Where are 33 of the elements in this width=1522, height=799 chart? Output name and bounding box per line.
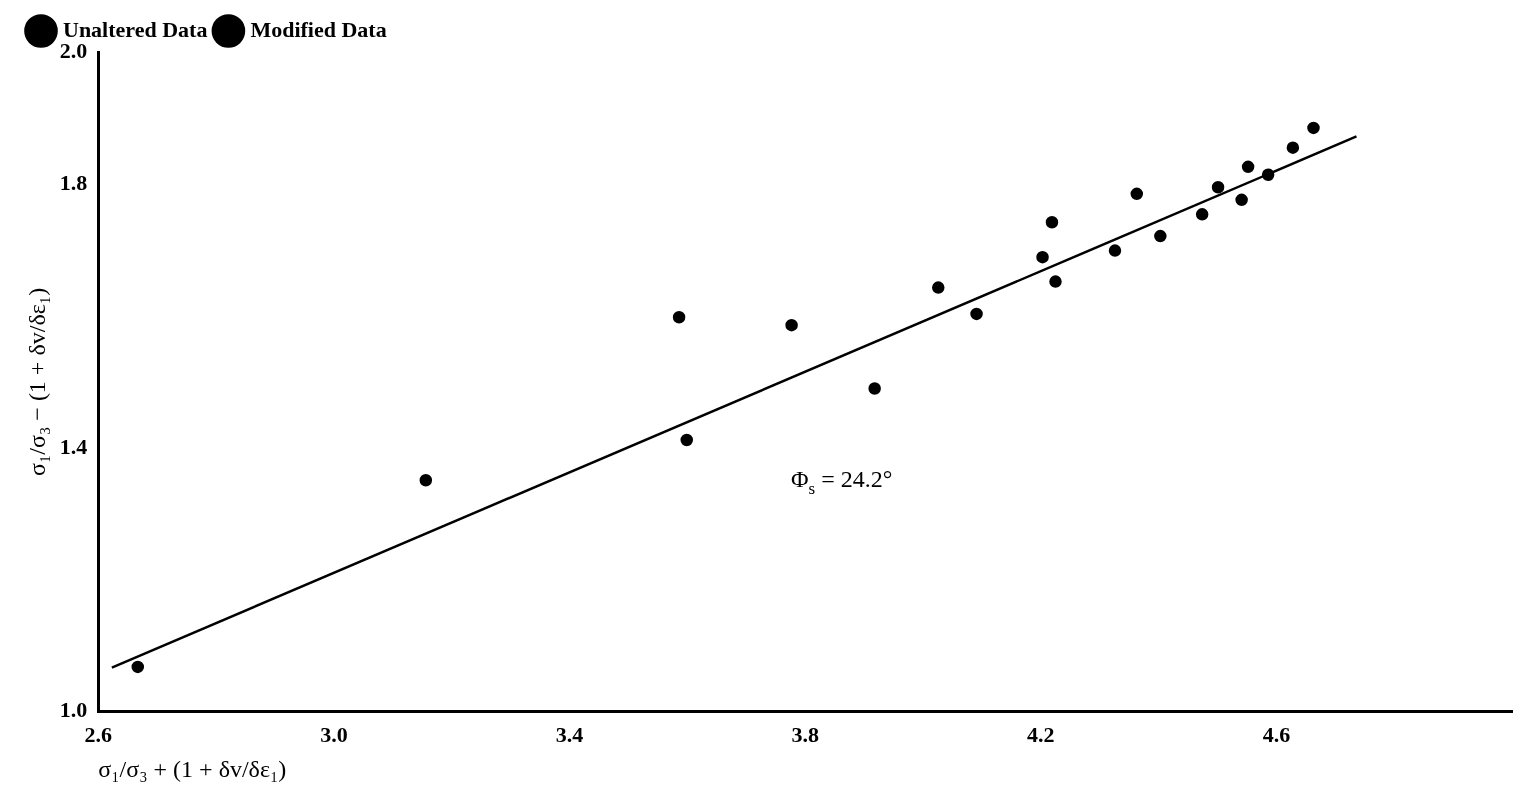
- x-tick-label: 3.0: [320, 721, 348, 747]
- x-tick-label: 3.8: [791, 721, 819, 747]
- point: [1286, 141, 1300, 154]
- x-tick-label: 3.4: [555, 721, 584, 747]
- point: [1261, 168, 1275, 181]
- point: [680, 433, 693, 447]
- point: [932, 281, 945, 294]
- y-tick-label: 1.0: [59, 697, 88, 723]
- legend-label: Modified Data: [250, 16, 387, 42]
- point: [1307, 121, 1320, 135]
- point: [131, 660, 145, 674]
- y-tick-label: 1.8: [59, 169, 88, 195]
- point: [1108, 244, 1122, 257]
- point: [1045, 215, 1059, 229]
- point: [868, 382, 881, 395]
- point: [1130, 187, 1144, 201]
- point: [1036, 250, 1049, 264]
- x-tick-label: 4.6: [1262, 721, 1291, 747]
- point: [672, 310, 686, 324]
- x-tick-label: 2.6: [84, 721, 113, 747]
- point: [970, 307, 983, 321]
- y-tick-label: 1.4: [59, 433, 88, 459]
- point: [785, 318, 798, 332]
- point: [1154, 229, 1167, 243]
- point: [1049, 275, 1062, 288]
- point: [1195, 208, 1209, 221]
- y-axis-title: σ₁/σ₃ − (1 + δv/δε₁): [23, 287, 50, 476]
- point: [1235, 193, 1248, 207]
- point: [1241, 160, 1255, 174]
- x-tick-label: 4.2: [1027, 721, 1055, 747]
- x-axis-title: σ₁/σ₃ + (1 + δv/δε₁): [98, 755, 287, 782]
- point: [1211, 181, 1225, 194]
- point: [419, 473, 433, 487]
